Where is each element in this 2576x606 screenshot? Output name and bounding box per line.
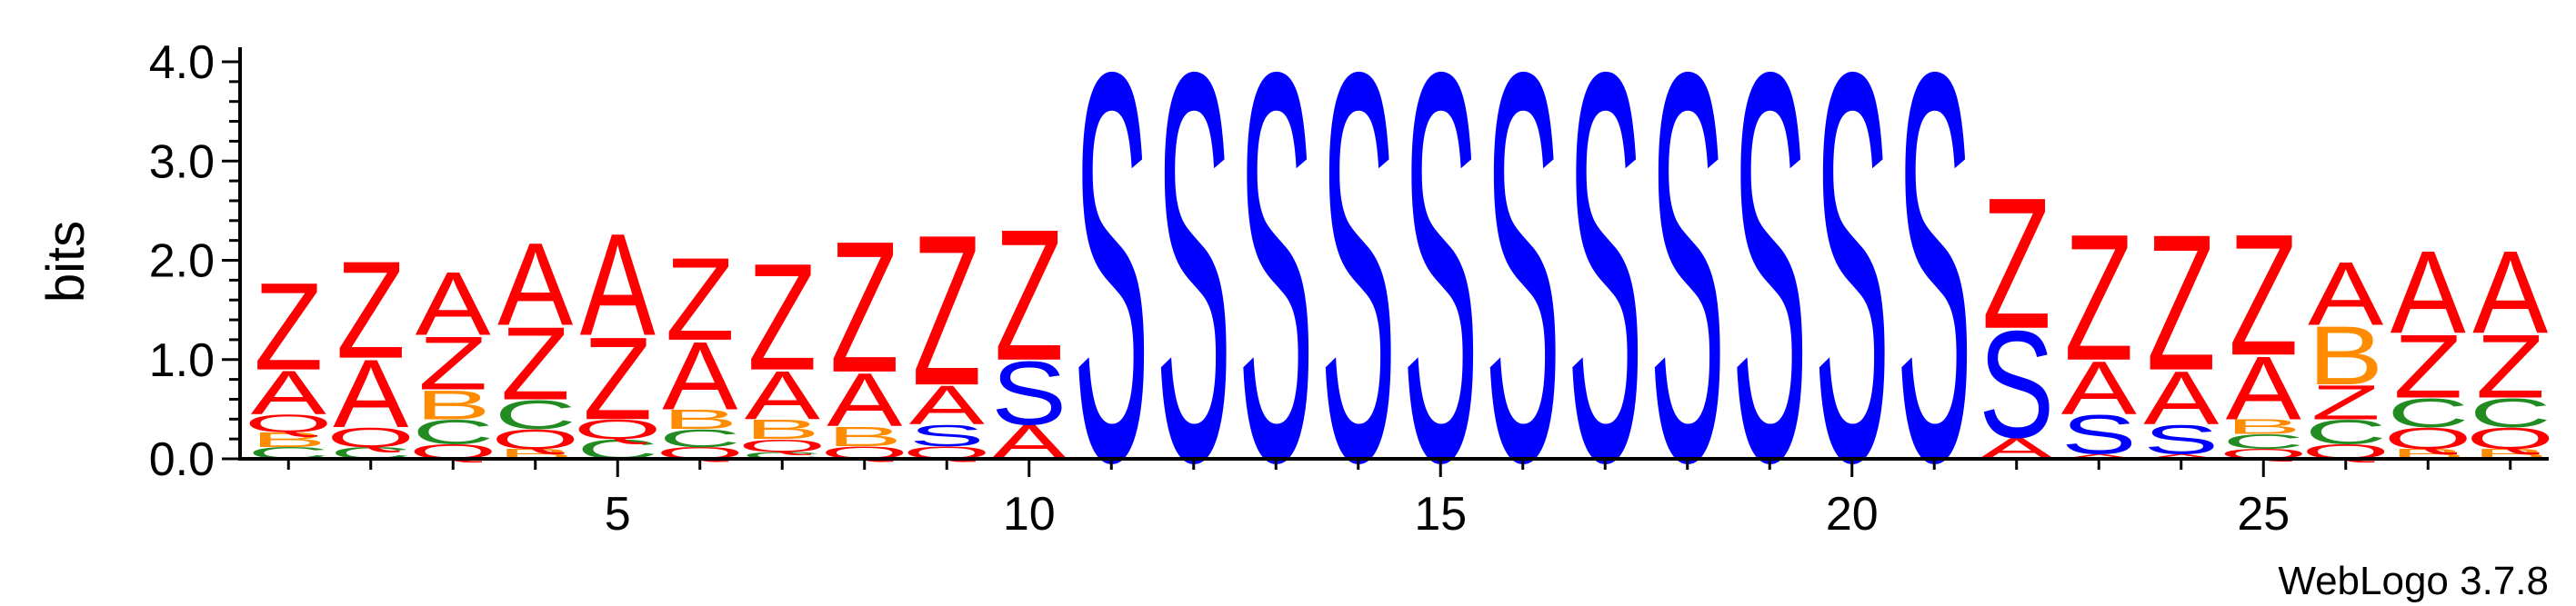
- logo-letter-s: S: [1649, 0, 1725, 577]
- logo-letter-z: Z: [583, 313, 652, 444]
- logo-letter-z: Z: [2147, 195, 2216, 412]
- logo-letter-s: S: [1732, 0, 1808, 577]
- logo-letter-q: Q: [491, 424, 579, 455]
- logo-letter-q: Q: [574, 414, 662, 445]
- x-tick-label: 25: [2237, 488, 2290, 541]
- logo-letter-a: A: [2143, 355, 2219, 441]
- logo-letter-b: B: [251, 428, 326, 452]
- logo-letter-q: Q: [2384, 422, 2472, 456]
- x-axis-ticks: 5 10 15 20 25: [286, 459, 2512, 541]
- logo-letter-z: Z: [501, 306, 570, 422]
- logo-letter-z: Z: [254, 256, 323, 396]
- logo-letter-a: A: [662, 322, 738, 431]
- logo-letter-s: S: [1238, 0, 1314, 577]
- logo-letter-c: C: [659, 424, 741, 452]
- y-tick-label: 2.0: [149, 235, 215, 288]
- logo-letter-s: S: [1403, 0, 1478, 577]
- logo-letter-z: Z: [418, 321, 487, 406]
- logo-letter-s: S: [1979, 300, 2054, 470]
- logo-letter-z: Z: [2311, 375, 2381, 430]
- logo-letter-q: Q: [326, 422, 415, 453]
- logo-letter-a: A: [580, 204, 656, 366]
- logo-letter-c: C: [495, 392, 576, 438]
- logo-letter-z: Z: [912, 191, 981, 431]
- weblogo-version-watermark: WebLogo 3.7.8: [2278, 559, 2549, 603]
- logo-letter-z: Z: [830, 204, 899, 412]
- logo-letter-s: S: [991, 343, 1067, 443]
- logo-letter-c: C: [412, 412, 494, 452]
- logo-letter-s: S: [1320, 0, 1396, 577]
- logo-letter-s: S: [1568, 0, 1643, 577]
- logo-letter-a: A: [497, 218, 573, 350]
- logo-letter-a: A: [2061, 345, 2137, 431]
- logo-letter-c: C: [2222, 430, 2304, 453]
- logo-letter-z: Z: [2064, 197, 2133, 399]
- logo-letter-a: A: [909, 373, 986, 435]
- logo-letter-c: C: [2305, 412, 2387, 452]
- logo-letter-b: B: [2226, 415, 2301, 439]
- logo-letter-b: B: [2308, 310, 2383, 402]
- logo-stacks: CBQAZCQAZQCBZABQCZACQZAQCBAZCQBAZQBAZQSA…: [245, 0, 2554, 577]
- logo-letter-s: S: [1074, 0, 1149, 577]
- logo-letter-s: S: [2061, 403, 2137, 465]
- logo-letter-z: Z: [747, 233, 817, 402]
- x-tick-label: 10: [1003, 488, 1056, 541]
- logo-letter-s: S: [909, 419, 985, 453]
- logo-letter-a: A: [827, 357, 902, 442]
- logo-letter-q: Q: [245, 410, 333, 438]
- logo-letter-z: Z: [336, 233, 406, 388]
- logo-letter-q: Q: [738, 435, 827, 455]
- logo-letter-a: A: [251, 358, 326, 427]
- y-tick-label: 1.0: [149, 334, 215, 387]
- y-tick-label: 4.0: [149, 36, 215, 89]
- logo-letter-a: A: [2308, 243, 2383, 344]
- logo-letter-s: S: [1156, 0, 1231, 577]
- logo-letter-s: S: [1897, 0, 1972, 577]
- x-tick-label: 15: [1414, 488, 1467, 541]
- logo-letter-z: Z: [666, 233, 735, 365]
- y-axis-ticks: 0.0 1.0 2.0 3.0 4.0: [149, 36, 240, 486]
- y-tick-label: 0.0: [149, 433, 215, 486]
- logo-letter-a: A: [2226, 337, 2301, 438]
- logo-letter-a: A: [2061, 452, 2137, 461]
- logo-letter-b: B: [827, 422, 902, 452]
- logo-letter-s: S: [1485, 0, 1560, 577]
- logo-letter-z: Z: [2476, 315, 2545, 416]
- logo-letter-z: Z: [2393, 315, 2462, 416]
- logo-letter-b: B: [745, 414, 820, 445]
- logo-letter-a: A: [416, 253, 491, 354]
- logo-letter-z: Z: [995, 192, 1064, 401]
- logo-letter-b: B: [662, 404, 737, 435]
- y-tick-label: 3.0: [149, 135, 215, 188]
- x-tick-label: 20: [1826, 488, 1879, 541]
- logo-letter-s: S: [2143, 416, 2219, 462]
- logo-letter-q: Q: [2466, 422, 2554, 456]
- logo-letter-z: Z: [1982, 160, 2051, 369]
- logo-letter-a: A: [745, 356, 820, 434]
- logo-letter-s: S: [1814, 0, 1889, 577]
- logo-letter-a: A: [2391, 226, 2466, 358]
- x-tick-label: 5: [605, 488, 631, 541]
- logo-letter-z: Z: [2229, 199, 2298, 392]
- chart-axes: 0.0 1.0 2.0 3.0 4.0 5 10 15 20 25 bits: [36, 36, 2549, 541]
- logo-letter-c: C: [2387, 390, 2469, 436]
- logo-letter-a: A: [2143, 452, 2219, 461]
- y-axis-label: bits: [36, 221, 95, 303]
- logo-letter-a: A: [333, 339, 409, 448]
- logo-letter-c: C: [741, 450, 823, 461]
- logo-letter-c: C: [2470, 390, 2551, 436]
- logo-letter-b: B: [416, 382, 491, 428]
- logo-letter-a: A: [2472, 226, 2548, 358]
